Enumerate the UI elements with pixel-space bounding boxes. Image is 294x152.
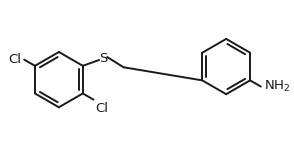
Text: NH$_2$: NH$_2$ bbox=[264, 79, 290, 94]
Text: Cl: Cl bbox=[96, 102, 109, 115]
Text: Cl: Cl bbox=[8, 53, 21, 66]
Text: S: S bbox=[99, 52, 107, 65]
